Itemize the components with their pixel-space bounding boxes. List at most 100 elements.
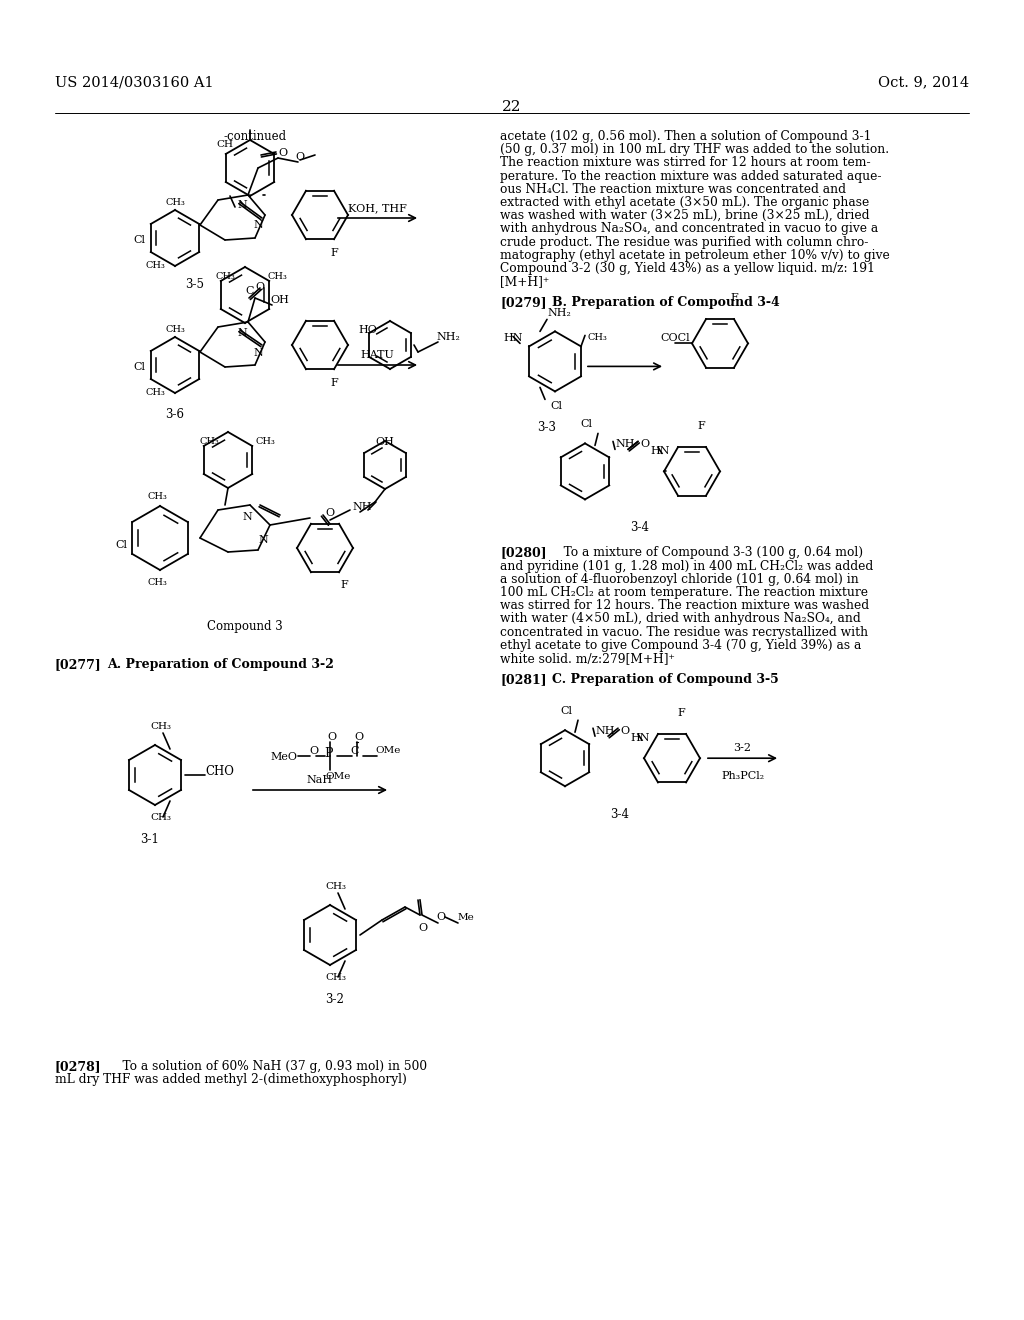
Text: O: O [325,508,334,517]
Text: ous NH₄Cl. The reaction mixture was concentrated and: ous NH₄Cl. The reaction mixture was conc… [500,182,846,195]
Text: 3-4: 3-4 [610,808,630,821]
Text: P: P [324,747,333,760]
Text: To a solution of 60% NaH (37 g, 0.93 mol) in 500: To a solution of 60% NaH (37 g, 0.93 mol… [106,1060,427,1073]
Text: CH₃: CH₃ [200,437,220,446]
Text: CH₃: CH₃ [150,722,171,731]
Text: [M+H]⁺: [M+H]⁺ [500,275,549,288]
Text: CH₃: CH₃ [145,261,165,271]
Text: crude product. The residue was purified with column chro-: crude product. The residue was purified … [500,235,868,248]
Text: O: O [354,733,364,742]
Text: HN: HN [650,446,670,457]
Text: Cl: Cl [115,540,127,550]
Text: KOH, THF: KOH, THF [348,203,407,213]
Text: NH: NH [352,502,372,512]
Text: [0278]: [0278] [55,1060,101,1073]
Text: N: N [237,327,247,338]
Text: N: N [237,201,247,210]
Text: white solid. m/z:279[M+H]⁺: white solid. m/z:279[M+H]⁺ [500,652,675,665]
Text: HO: HO [358,325,377,335]
Text: COCl: COCl [660,334,689,343]
Text: CH₃: CH₃ [148,578,168,587]
Text: concentrated in vacuo. The residue was recrystallized with: concentrated in vacuo. The residue was r… [500,626,868,639]
Text: O: O [327,733,336,742]
Text: Oct. 9, 2014: Oct. 9, 2014 [878,75,969,88]
Text: HATU: HATU [360,350,394,360]
Text: The reaction mixture was stirred for 12 hours at room tem-: The reaction mixture was stirred for 12 … [500,156,870,169]
Text: Cl: Cl [580,420,592,429]
Text: perature. To the reaction mixture was added saturated aque-: perature. To the reaction mixture was ad… [500,169,882,182]
Text: -continued: -continued [223,129,287,143]
Text: NH: NH [615,440,635,449]
Text: 3-2: 3-2 [326,993,344,1006]
Text: NH: NH [595,726,614,737]
Text: 3-2: 3-2 [733,743,752,754]
Text: CH₃: CH₃ [215,272,234,281]
Text: NaH: NaH [307,775,333,785]
Text: OMe: OMe [325,772,350,781]
Text: with anhydrous Na₂SO₄, and concentrated in vacuo to give a: with anhydrous Na₂SO₄, and concentrated … [500,222,879,235]
Text: Cl: Cl [133,362,145,372]
Text: B. Preparation of Compound 3-4: B. Preparation of Compound 3-4 [552,297,779,309]
Text: C: C [245,286,254,296]
Text: CH₃: CH₃ [165,198,185,207]
Text: CH₃: CH₃ [587,334,607,342]
Text: [0279]: [0279] [500,297,547,309]
Text: 3-3: 3-3 [538,421,556,434]
Text: F: F [330,378,338,388]
Text: N: N [242,512,252,521]
Text: O: O [436,912,445,921]
Text: was washed with water (3×25 mL), brine (3×25 mL), dried: was washed with water (3×25 mL), brine (… [500,209,869,222]
Text: and pyridine (101 g, 1.28 mol) in 400 mL CH₂Cl₂ was added: and pyridine (101 g, 1.28 mol) in 400 mL… [500,560,873,573]
Text: extracted with ethyl acetate (3×50 mL). The organic phase: extracted with ethyl acetate (3×50 mL). … [500,195,869,209]
Text: F: F [340,579,348,590]
Text: [0281]: [0281] [500,673,547,686]
Text: US 2014/0303160 A1: US 2014/0303160 A1 [55,75,214,88]
Text: 22: 22 [502,100,522,114]
Text: 3-6: 3-6 [166,408,184,421]
Text: CH₃: CH₃ [325,973,346,982]
Text: Cl: Cl [560,706,572,717]
Text: CH₃: CH₃ [325,882,346,891]
Text: F: F [677,709,685,718]
Text: acetate (102 g, 0.56 mol). Then a solution of Compound 3-1: acetate (102 g, 0.56 mol). Then a soluti… [500,129,871,143]
Text: CH₃: CH₃ [268,272,288,281]
Text: [0277]: [0277] [55,657,101,671]
Text: Compound 3: Compound 3 [207,620,283,634]
Text: NH₂: NH₂ [547,309,570,318]
Text: N: N [258,535,267,545]
Text: Cl: Cl [133,235,145,246]
Text: 100 mL CH₂Cl₂ at room temperature. The reaction mixture: 100 mL CH₂Cl₂ at room temperature. The r… [500,586,868,599]
Text: mL dry THF was added methyl 2-(dimethoxyphosphoryl): mL dry THF was added methyl 2-(dimethoxy… [55,1073,407,1086]
Text: matography (ethyl acetate in petroleum ether 10% v/v) to give: matography (ethyl acetate in petroleum e… [500,248,890,261]
Text: Compound 3-2 (30 g, Yield 43%) as a yellow liquid. m/z: 191: Compound 3-2 (30 g, Yield 43%) as a yell… [500,261,874,275]
Text: O: O [309,746,318,756]
Text: with water (4×50 mL), dried with anhydrous Na₂SO₄, and: with water (4×50 mL), dried with anhydro… [500,612,861,626]
Text: HN: HN [630,733,649,743]
Text: Cl: Cl [550,401,562,412]
Text: (50 g, 0.37 mol) in 100 mL dry THF was added to the solution.: (50 g, 0.37 mol) in 100 mL dry THF was a… [500,143,889,156]
Text: O: O [418,923,427,933]
Text: Ph₃PCl₂: Ph₃PCl₂ [721,771,764,781]
Text: [0280]: [0280] [500,546,547,560]
Text: O: O [255,282,264,292]
Text: CH₃: CH₃ [148,492,168,502]
Text: 3-1: 3-1 [140,833,159,846]
Text: CH₃: CH₃ [165,325,185,334]
Text: CH: CH [216,140,233,149]
Text: 3-4: 3-4 [631,521,649,535]
Text: ethyl acetate to give Compound 3-4 (70 g, Yield 39%) as a: ethyl acetate to give Compound 3-4 (70 g… [500,639,861,652]
Text: OH: OH [270,294,289,305]
Text: a solution of 4-fluorobenzoyl chloride (101 g, 0.64 mol) in: a solution of 4-fluorobenzoyl chloride (… [500,573,859,586]
Text: MeO: MeO [270,752,297,762]
Text: C: C [350,746,358,756]
Text: O: O [640,440,649,449]
Text: HN: HN [503,334,522,343]
Text: OMe: OMe [375,746,400,755]
Text: CHO: CHO [205,766,233,777]
Text: A. Preparation of Compound 3-2: A. Preparation of Compound 3-2 [106,657,334,671]
Text: NH₂: NH₂ [436,333,460,342]
Text: Me: Me [458,913,475,921]
Text: N: N [253,220,263,230]
Text: was stirred for 12 hours. The reaction mixture was washed: was stirred for 12 hours. The reaction m… [500,599,869,612]
Text: CH₃: CH₃ [150,813,171,822]
